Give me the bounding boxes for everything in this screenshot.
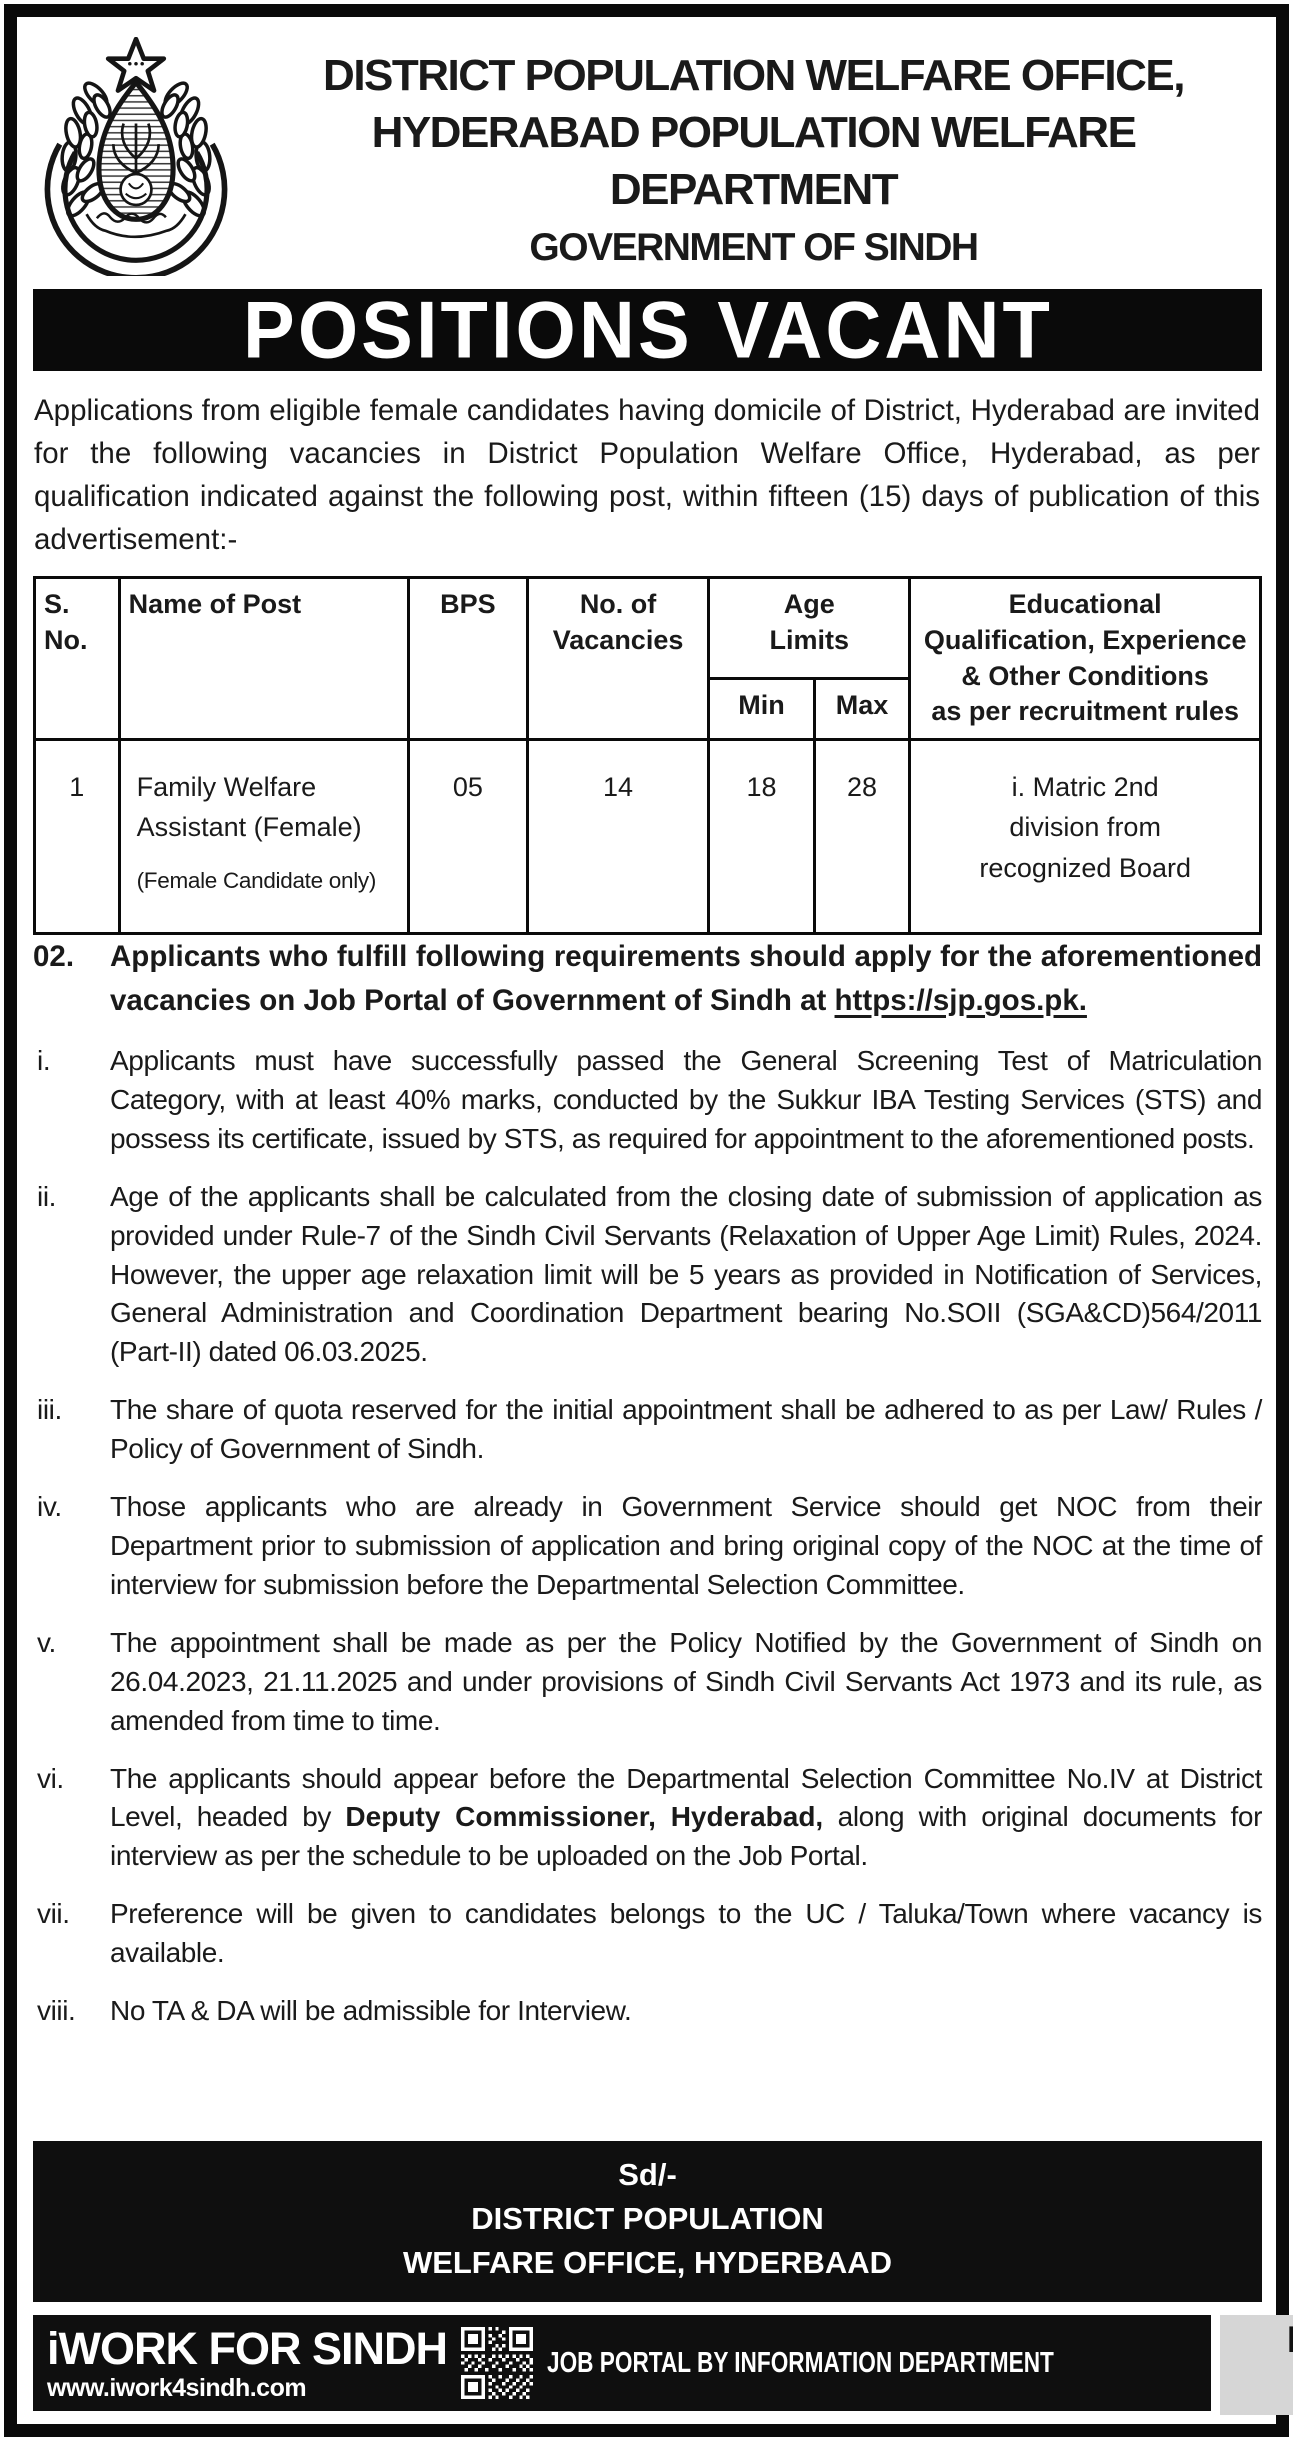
intro-paragraph: Applications from eligible female candid… bbox=[34, 394, 1260, 557]
condition-vii: vii. Preference will be given to candida… bbox=[33, 1895, 1262, 1973]
bottom-section: Sd/- DISTRICT POPULATION WELFARE OFFICE,… bbox=[33, 2141, 1293, 2415]
item-02-text: Applicants who fulfill following require… bbox=[110, 935, 1262, 1024]
condition-i: i. Applicants must have successfully pas… bbox=[33, 1042, 1262, 1159]
col-header-vacancies: No. of Vacancies bbox=[525, 576, 711, 741]
signature-line-1: DISTRICT POPULATION bbox=[471, 2201, 824, 2237]
title-line-2: HYDERABAD POPULATION WELFARE bbox=[371, 108, 1137, 158]
title-line-3: DEPARTMENT bbox=[609, 165, 899, 215]
iworkforsindh-logo: iWORK FOR SINDH www.iwork4sindh.com bbox=[47, 2322, 448, 2402]
table-row: 1 Family Welfare Assistant (Female) (Fem… bbox=[33, 737, 1262, 936]
cell-age-max: 28 bbox=[812, 737, 912, 936]
condition-iv: iv. Those applicants who are already in … bbox=[33, 1488, 1262, 1605]
ad-frame: DISTRICT POPULATION WELFARE OFFICE, HYDE… bbox=[4, 4, 1293, 2437]
condition-iv-text: Those applicants who are already in Gove… bbox=[110, 1491, 1262, 1600]
banner-label: POSITIONS VACANT bbox=[242, 284, 1053, 376]
col-header-bps: BPS bbox=[406, 576, 529, 741]
condition-iii-text: The share of quota reserved for the init… bbox=[110, 1394, 1262, 1465]
condition-ii: ii. Age of the applicants shall be calcu… bbox=[33, 1178, 1262, 1373]
cell-education: i. Matric 2nd division from recognized B… bbox=[908, 737, 1262, 936]
vacancy-table: S. No. Name of Post BPS No. of Vacancies… bbox=[33, 576, 1262, 936]
item-02-number: 02. bbox=[33, 939, 75, 973]
item-02: 02. Applicants who fulfill following req… bbox=[33, 935, 1262, 1024]
post-title: Family Welfare Assistant (Female) bbox=[136, 771, 362, 843]
condition-viii-text: No TA & DA will be admissible for Interv… bbox=[110, 1995, 632, 2027]
title-line-4: GOVERNMENT OF SINDH bbox=[529, 225, 979, 269]
cell-bps: 05 bbox=[406, 737, 529, 936]
condition-viii: viii. No TA & DA will be admissible for … bbox=[33, 1992, 1262, 2031]
footer: iWORK FOR SINDH www.iwork4sindh.com JOB … bbox=[33, 2315, 1293, 2415]
condition-viii-number: viii. bbox=[37, 1995, 76, 2027]
condition-vii-number: vii. bbox=[37, 1898, 70, 1930]
condition-i-text: Applicants must have successfully passed… bbox=[110, 1045, 1262, 1154]
condition-v-text: The appointment shall be made as per the… bbox=[110, 1626, 1262, 1736]
cell-post: Family Welfare Assistant (Female) (Femal… bbox=[117, 737, 410, 936]
cell-sno: 1 bbox=[33, 737, 121, 936]
header: DISTRICT POPULATION WELFARE OFFICE, HYDE… bbox=[33, 31, 1262, 281]
col-header-post: Name of Post bbox=[117, 576, 410, 741]
title-line-1: DISTRICT POPULATION WELFARE OFFICE, bbox=[323, 51, 1185, 100]
inf-label: INF-KRY No. bbox=[1286, 2319, 1293, 2361]
condition-iii-number: iii. bbox=[37, 1394, 62, 1426]
col-header-age-min: Min bbox=[707, 676, 816, 741]
col-header-age-limits: Age Limits bbox=[707, 576, 912, 680]
job-portal-link[interactable]: https://sjp.gos.pk. bbox=[834, 983, 1087, 1017]
inf-number-box: INF-KRY No. 768/26 bbox=[1219, 2315, 1293, 2415]
footer-tagline: JOB PORTAL BY INFORMATION DEPARTMENT bbox=[546, 2346, 1054, 2379]
iworkforsindh-bar: iWORK FOR SINDH www.iwork4sindh.com JOB … bbox=[33, 2315, 1211, 2412]
condition-vii-text: Preference will be given to candidates b… bbox=[110, 1898, 1262, 1969]
inf-number: 768/26 bbox=[1220, 2365, 1293, 2415]
sindh-emblem-icon bbox=[44, 36, 228, 281]
condition-vi-text-after: along with original documents for interv… bbox=[110, 1801, 1262, 1872]
condition-vi-bold: Deputy Commissioner, Hyderabad, bbox=[345, 1801, 824, 1833]
col-header-age-max: Max bbox=[812, 676, 912, 741]
signature-sd: Sd/- bbox=[618, 2157, 677, 2193]
qr-code-icon bbox=[460, 2327, 533, 2400]
positions-vacant-banner: POSITIONS VACANT bbox=[33, 285, 1262, 375]
condition-i-number: i. bbox=[37, 1045, 51, 1076]
condition-v: v. The appointment shall be made as per … bbox=[33, 1624, 1262, 1741]
iworkforsindh-website: www.iwork4sindh.com bbox=[47, 2373, 307, 2402]
condition-iii: iii. The share of quota reserved for the… bbox=[33, 1391, 1262, 1469]
condition-v-number: v. bbox=[37, 1626, 56, 1658]
signature-line-2: WELFARE OFFICE, HYDERBAAD bbox=[402, 2245, 893, 2281]
signature-block: Sd/- DISTRICT POPULATION WELFARE OFFICE,… bbox=[33, 2141, 1262, 2303]
condition-vi-text-before: The applicants should appear before the … bbox=[110, 1762, 1262, 1833]
condition-vi-number: vi. bbox=[37, 1762, 64, 1794]
col-header-education: Educational Qualification, Experience & … bbox=[908, 576, 1262, 741]
condition-iv-number: iv. bbox=[37, 1491, 62, 1523]
cell-vacancies: 14 bbox=[525, 737, 711, 936]
condition-ii-text: Age of the applicants shall be calculate… bbox=[110, 1180, 1262, 1368]
cell-age-min: 18 bbox=[707, 737, 816, 936]
iworkforsindh-logo-text: iWORK FOR SINDH bbox=[47, 2322, 448, 2374]
post-note: (Female Candidate only) bbox=[136, 867, 377, 893]
condition-ii-number: ii. bbox=[37, 1180, 57, 1212]
office-title: DISTRICT POPULATION WELFARE OFFICE, HYDE… bbox=[245, 31, 1262, 273]
condition-vi-text: The applicants should appear before the … bbox=[110, 1760, 1262, 1877]
sindh-government-emblem bbox=[33, 31, 245, 281]
condition-vi: vi. The applicants should appear before … bbox=[33, 1760, 1262, 1877]
item-02-text-run: Applicants who fulfill following require… bbox=[110, 939, 1262, 1017]
col-header-sno: S. No. bbox=[33, 576, 121, 741]
